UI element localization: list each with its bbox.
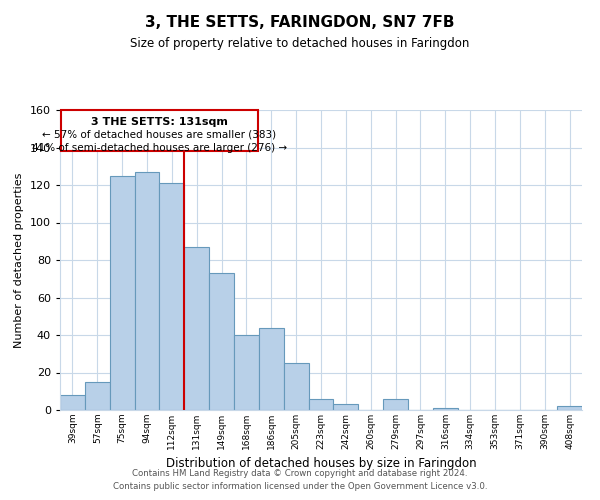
FancyBboxPatch shape [61,110,257,151]
Bar [85,382,110,410]
Bar [134,172,160,410]
Text: Size of property relative to detached houses in Faringdon: Size of property relative to detached ho… [130,38,470,51]
Bar [259,328,284,410]
Text: 41% of semi-detached houses are larger (276) →: 41% of semi-detached houses are larger (… [32,143,287,153]
Bar [110,176,134,410]
Y-axis label: Number of detached properties: Number of detached properties [14,172,24,348]
Text: 3 THE SETTS: 131sqm: 3 THE SETTS: 131sqm [91,116,228,126]
Bar [160,183,184,410]
Text: ← 57% of detached houses are smaller (383): ← 57% of detached houses are smaller (38… [43,130,277,140]
Bar [184,247,209,410]
X-axis label: Distribution of detached houses by size in Faringdon: Distribution of detached houses by size … [166,458,476,470]
Text: Contains HM Land Registry data © Crown copyright and database right 2024.: Contains HM Land Registry data © Crown c… [132,468,468,477]
Bar [234,335,259,410]
Bar [284,363,308,410]
Bar [557,406,582,410]
Bar [334,404,358,410]
Bar [209,273,234,410]
Bar [60,395,85,410]
Bar [383,399,408,410]
Bar [433,408,458,410]
Bar [308,399,334,410]
Text: Contains public sector information licensed under the Open Government Licence v3: Contains public sector information licen… [113,482,487,491]
Text: 3, THE SETTS, FARINGDON, SN7 7FB: 3, THE SETTS, FARINGDON, SN7 7FB [145,15,455,30]
